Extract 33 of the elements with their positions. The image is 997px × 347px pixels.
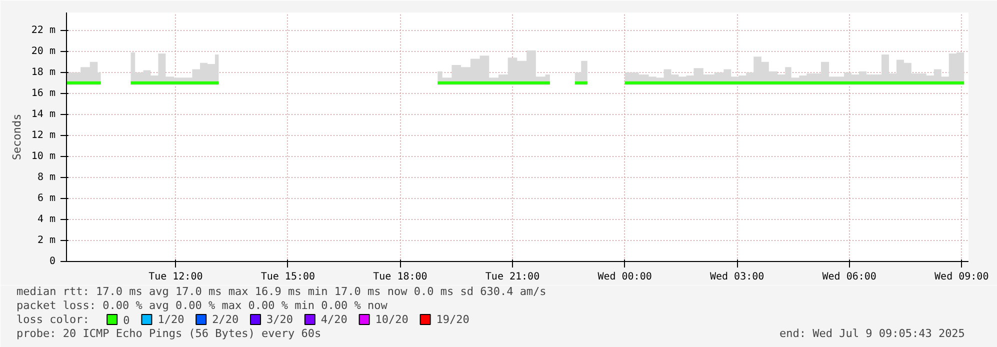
y-tick-label: 14 m (31, 108, 56, 120)
legend-label: 1/20 (158, 313, 184, 326)
y-tick-label: 18 m (31, 66, 56, 78)
legend-label: 0 (123, 314, 130, 327)
y-tick-label: 16 m (31, 88, 56, 99)
y-tick-label: 6 m (37, 192, 56, 204)
y-tick-label: 2 m (37, 234, 56, 246)
x-tick-label: Tue 18:00 (373, 272, 428, 282)
legend-label: 19/20 (436, 313, 470, 326)
legend-label: 3/20 (266, 313, 293, 326)
y-tick-label: 0 (49, 256, 56, 267)
text: end: Wed Jul 9 09:05:43 2025 (780, 327, 965, 340)
y-tick-label: 12 m (31, 130, 56, 141)
x-tick-label: Tue 21:00 (485, 272, 540, 282)
x-tick-label: Tue 15:00 (260, 272, 316, 282)
y-tick-label: 20 m (31, 46, 56, 57)
x-tick-label: Wed 09:00 (934, 272, 989, 282)
y-tick-label: 10 m (31, 150, 56, 162)
x-tick-label: Wed 00:00 (598, 272, 652, 282)
legend-label: 4/20 (320, 313, 348, 326)
y-axis-title: Seconds (10, 114, 24, 160)
x-tick-label: Wed 06:00 (822, 272, 876, 282)
legend-label: 2/20 (212, 313, 239, 326)
y-tick-label: 22 m (31, 24, 56, 36)
legend-label: 10/20 (375, 313, 408, 326)
text: probe: 20 ICMP Echo Pings (56 Bytes) every 60s (16, 327, 322, 340)
y-tick-label: 8 m (37, 172, 56, 183)
x-tick-label: Tue 12:00 (148, 272, 203, 282)
x-tick-label: Wed 03:00 (710, 272, 764, 282)
text: median rtt: 17.0 ms avg 17.0 ms max 16.9 ms min 17.0 ms now 0.0 ms sd 630.4 am/s (16, 285, 546, 298)
text: packet loss: 0.00 % avg 0.00 % max 0.00 % min 0.00 % now (16, 299, 388, 312)
legend-title: loss color: (16, 313, 90, 326)
y-tick-label: 4 m (37, 214, 56, 225)
